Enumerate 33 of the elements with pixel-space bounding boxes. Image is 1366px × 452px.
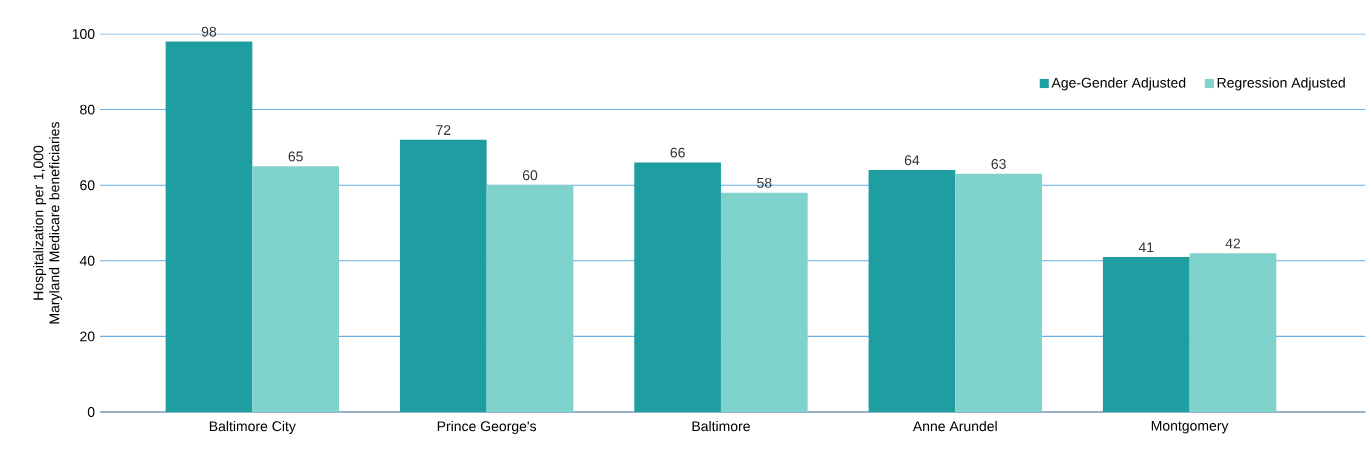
bar (868, 170, 956, 412)
data-label: 42 (1225, 238, 1241, 249)
data-label: 64 (904, 155, 920, 166)
data-label: 72 (436, 125, 451, 135)
x-tick-label: Prince George's (437, 420, 537, 434)
x-tick-label: Anne Arundel (912, 420, 997, 432)
data-label: 63 (991, 159, 1006, 169)
data-label: 98 (201, 26, 217, 37)
y-axis-title: Hospitalization per 1,000 Maryland Medicare beneficiaries (33, 122, 63, 324)
y-tick-label: 60 (80, 180, 95, 191)
bar (1189, 253, 1277, 412)
y-tick-label: 20 (80, 331, 95, 342)
x-tick-label: Montgomery (1151, 420, 1229, 434)
data-label: 41 (1138, 242, 1154, 253)
data-label: 60 (522, 170, 538, 181)
y-tick-label: 40 (79, 255, 95, 266)
x-tick-label: Baltimore (692, 420, 750, 432)
bar (165, 41, 253, 412)
legend-label: Regression Adjusted (1217, 77, 1345, 91)
x-tick-label: Baltimore City (209, 420, 296, 434)
y-tick-label: 80 (80, 104, 95, 115)
data-label: 65 (288, 151, 303, 162)
data-label: 66 (670, 147, 685, 158)
bar (720, 192, 808, 412)
bar (486, 185, 574, 412)
bar (955, 173, 1042, 412)
bar (399, 139, 487, 412)
bar (634, 162, 721, 412)
bar (252, 166, 340, 412)
legend-label: Age-Gender Adjusted (1051, 77, 1186, 91)
y-tick-label: 0 (87, 407, 95, 417)
y-tick-label: 100 (72, 29, 95, 39)
bar (1102, 257, 1190, 412)
